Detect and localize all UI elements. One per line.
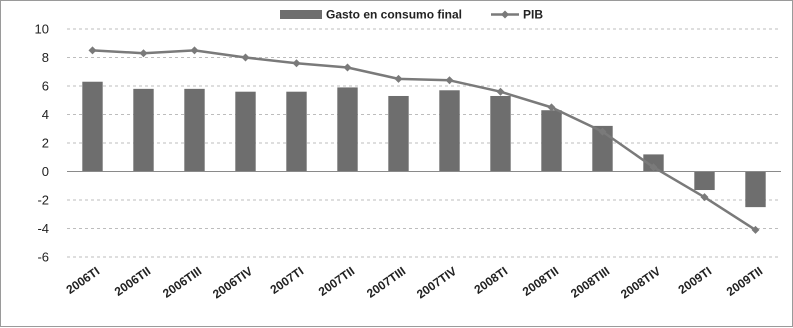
pib-point <box>394 74 403 83</box>
x-tick-label: 2009TI <box>676 264 715 297</box>
x-tick-label: 2006TI <box>64 264 103 297</box>
bar <box>133 88 154 172</box>
bar <box>184 88 205 172</box>
pib-point <box>241 53 250 62</box>
x-tick-label: 2006TII <box>112 264 153 299</box>
bar <box>643 154 664 172</box>
x-axis-ticks: 2006TI 2006TII 2006TIII 2006TIV 2007TI 2007TI… <box>64 264 766 301</box>
legend-label-gasto: Gasto en consumo final <box>326 8 462 22</box>
x-tick-label: 2007TIII <box>364 264 408 301</box>
pib-point <box>700 193 709 202</box>
bar <box>337 87 358 172</box>
pib-point <box>88 46 97 55</box>
y-tick-label: -4 <box>37 221 49 236</box>
pib-point <box>139 49 148 58</box>
y-tick-label: 6 <box>42 79 49 94</box>
x-tick-label: 2008TIII <box>568 264 612 301</box>
pib-point <box>598 127 607 136</box>
pib-point <box>190 46 199 55</box>
bar <box>82 81 103 172</box>
x-tick-label: 2008TII <box>520 264 561 299</box>
x-tick-label: 2007TIV <box>414 264 459 301</box>
y-tick-label: 4 <box>42 107 49 122</box>
y-tick-label: 0 <box>42 164 49 179</box>
legend-label-pib: PIB <box>523 8 543 22</box>
bar <box>286 91 307 172</box>
y-tick-label: -2 <box>37 193 49 208</box>
x-tick-label: 2006TIV <box>210 264 255 301</box>
pib-point <box>751 225 760 234</box>
x-tick-label: 2009TII <box>724 264 765 299</box>
bar <box>439 90 460 172</box>
bar <box>541 110 562 172</box>
x-tick-label: 2008TI <box>472 264 511 297</box>
line-series <box>88 46 760 234</box>
bar-series <box>82 81 766 208</box>
bar <box>745 171 766 208</box>
x-tick-label: 2008TIV <box>618 264 663 301</box>
pib-point <box>496 87 505 96</box>
y-tick-label: 8 <box>42 50 49 65</box>
bar <box>694 171 715 191</box>
legend: Gasto en consumo final PIB <box>280 8 543 22</box>
pib-point <box>292 59 301 68</box>
bar <box>490 95 511 172</box>
gridlines <box>67 28 781 258</box>
x-tick-label: 2007TI <box>268 264 307 297</box>
y-tick-label: -6 <box>37 250 49 265</box>
bar <box>388 95 409 172</box>
y-axis-ticks: -6 -4 -2 0 2 4 6 8 10 <box>35 22 49 265</box>
y-tick-label: 2 <box>42 136 49 151</box>
x-tick-label: 2006TIII <box>160 264 204 301</box>
bar <box>235 91 256 172</box>
y-tick-label: 10 <box>35 22 49 37</box>
legend-marker-pib <box>501 10 509 19</box>
pib-point <box>649 163 658 172</box>
x-tick-label: 2007TII <box>316 264 357 299</box>
pib-point <box>343 63 352 72</box>
legend-swatch-gasto <box>280 10 322 19</box>
pib-point <box>547 103 556 112</box>
pib-point <box>445 76 454 85</box>
bar <box>592 125 613 172</box>
pib-line <box>92 49 757 231</box>
